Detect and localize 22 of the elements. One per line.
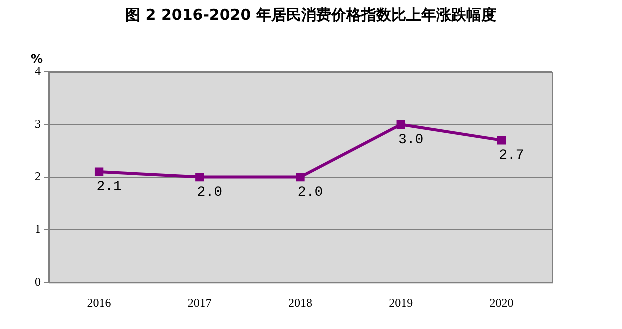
point: [396, 120, 406, 129]
y-tick-label: 0: [35, 274, 41, 289]
point: [196, 172, 204, 182]
x-tick-label: 2020: [490, 296, 514, 310]
point: [94, 168, 104, 176]
data-label: 2.0: [298, 185, 324, 202]
y-tick-label: 1: [35, 222, 41, 236]
chart-title: 图 2 2016-2020 年居民消费价格指数比上年涨跌幅度: [124, 6, 498, 25]
x-tick-label: 2019: [389, 296, 414, 310]
y-tick-label: 4: [35, 64, 41, 78]
data-label: 2.0: [197, 185, 223, 202]
point: [497, 136, 506, 145]
x-tick-label: 2017: [188, 296, 212, 310]
data-label: 2.1: [96, 180, 122, 196]
point: [296, 172, 305, 182]
x-tick-label: 2018: [288, 296, 312, 310]
x-tick-label: 2016: [87, 296, 112, 310]
data-label: 3.0: [398, 132, 424, 148]
y-tick-label: 2: [35, 169, 41, 184]
data-label: 2.7: [499, 148, 524, 164]
y-tick-label: 3: [35, 116, 41, 131]
y-axis-title: %: [30, 52, 44, 66]
